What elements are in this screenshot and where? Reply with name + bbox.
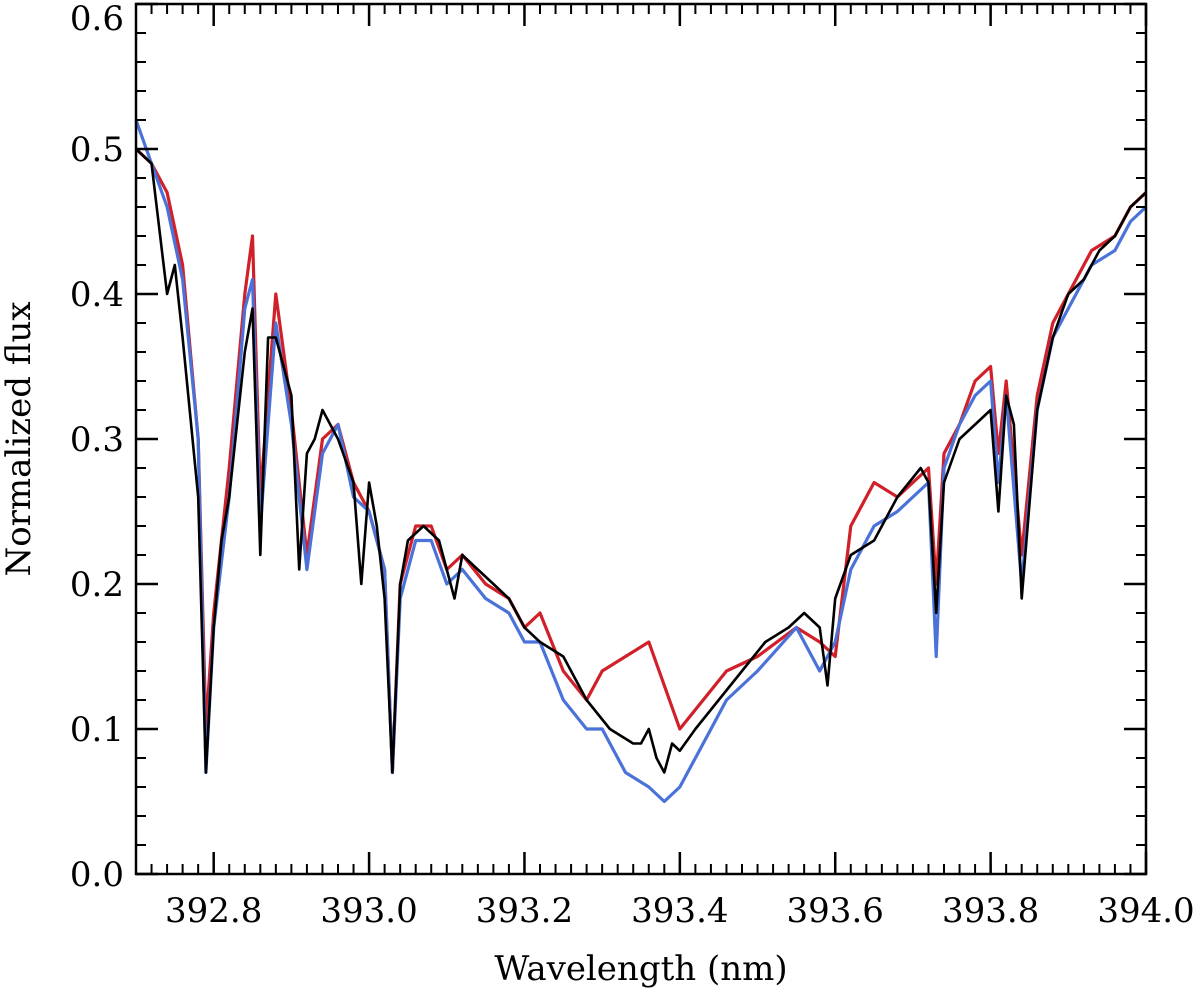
tick-labels-layer: 392.8 393.0 393.2 393.4 393.6 393.8 394.0 0.0 0.… xyxy=(70,0,1195,931)
y-tick-label: 0.1 xyxy=(70,710,124,750)
y-tick-label: 0.3 xyxy=(70,420,124,460)
y-tick-label: 0.2 xyxy=(70,565,124,605)
x-tick-label: 392.8 xyxy=(165,891,262,931)
y-tick-label: 0.0 xyxy=(70,855,124,895)
series-layer xyxy=(134,119,1148,804)
x-tick-label: 393.0 xyxy=(320,891,417,931)
y-tick-label: 0.4 xyxy=(70,275,124,315)
x-tick-label: 394.0 xyxy=(1097,891,1194,931)
series-line-3 xyxy=(135,148,1147,774)
y-axis-title: Normalized flux xyxy=(0,301,39,576)
ticks-layer xyxy=(135,2,1148,876)
x-axis-title: Wavelength (nm) xyxy=(494,949,787,989)
x-tick-label: 393.8 xyxy=(942,891,1039,931)
y-tick-label: 0.5 xyxy=(70,130,124,170)
x-tick-label: 393.4 xyxy=(631,891,728,931)
x-tick-label: 393.6 xyxy=(787,891,884,931)
x-tick-label: 393.2 xyxy=(476,891,573,931)
y-tick-label: 0.6 xyxy=(70,0,124,39)
